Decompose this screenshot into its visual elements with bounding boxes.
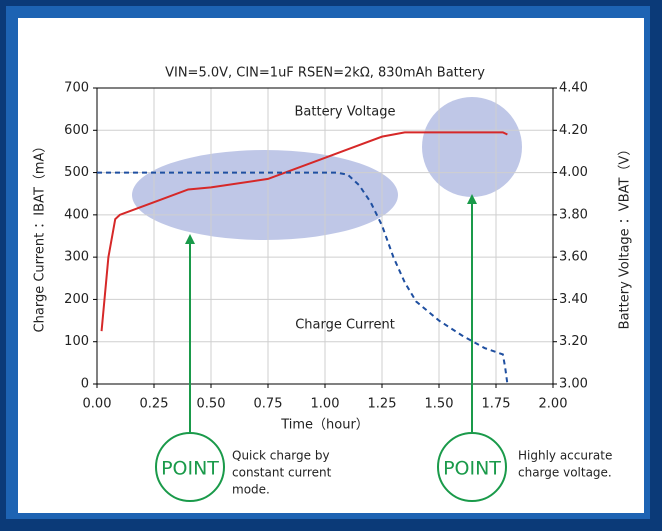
chart-title: VIN=5.0V, CIN=1uF RSEN=2kΩ, 830mAh Batte… [165,66,485,81]
chart: VIN=5.0V, CIN=1uF RSEN=2kΩ, 830mAh Batte… [18,18,644,513]
x-tick-label: 0.50 [197,397,226,412]
y-tick-label: 300 [64,250,89,265]
annotation-text: Quick charge by [232,449,330,463]
y-tick-label: 400 [64,207,89,222]
x-tick-label: 0.75 [254,397,283,412]
point-badge [155,432,225,502]
y-tick-label: 0 [81,377,89,392]
y-tick-label: 500 [64,165,89,180]
plot-border [96,87,554,385]
y2-tick-label: 4.40 [559,81,588,96]
y2-tick-label: 3.00 [559,377,588,392]
point-badge [437,432,507,502]
highlight-circle [422,97,522,197]
x-tick-label: 1.50 [425,397,454,412]
x-tick-label: 1.25 [368,397,397,412]
y-tick-label: 700 [64,81,89,96]
x-tick-label: 1.00 [311,397,340,412]
x-tick-label: 0.00 [83,397,112,412]
series-line [97,171,509,385]
point-label: POINT [161,458,219,480]
panel [18,18,644,513]
y2-tick-label: 3.60 [559,250,588,265]
y-tick-label: 600 [64,123,89,138]
y2-axis-label: Battery Voltage ：VBAT（V） [618,143,633,330]
y2-tick-label: 3.80 [559,207,588,222]
series-line [100,131,508,332]
series-label: Battery Voltage [294,105,395,120]
x-axis-label: Time（hour） [280,418,369,433]
x-tick-label: 2.00 [539,397,568,412]
point-label: POINT [443,458,501,480]
arrow-head [467,194,477,204]
annotation-text: Highly accurate [518,449,612,463]
annotation-text: charge voltage. [518,466,612,480]
y-axis-label: Charge Current ：IBAT（mA） [33,140,48,333]
y2-tick-label: 3.40 [559,292,588,307]
y-tick-label: 100 [64,334,89,349]
y2-tick-label: 4.20 [559,123,588,138]
y2-tick-label: 3.20 [559,334,588,349]
arrow-head [185,234,195,244]
annotation-text: constant current [232,466,332,480]
y2-tick-label: 4.00 [559,165,588,180]
annotation-text: mode. [232,483,270,497]
x-tick-label: 1.75 [482,397,511,412]
y-tick-label: 200 [64,292,89,307]
x-tick-label: 0.25 [140,397,169,412]
series-label: Charge Current [295,318,395,333]
